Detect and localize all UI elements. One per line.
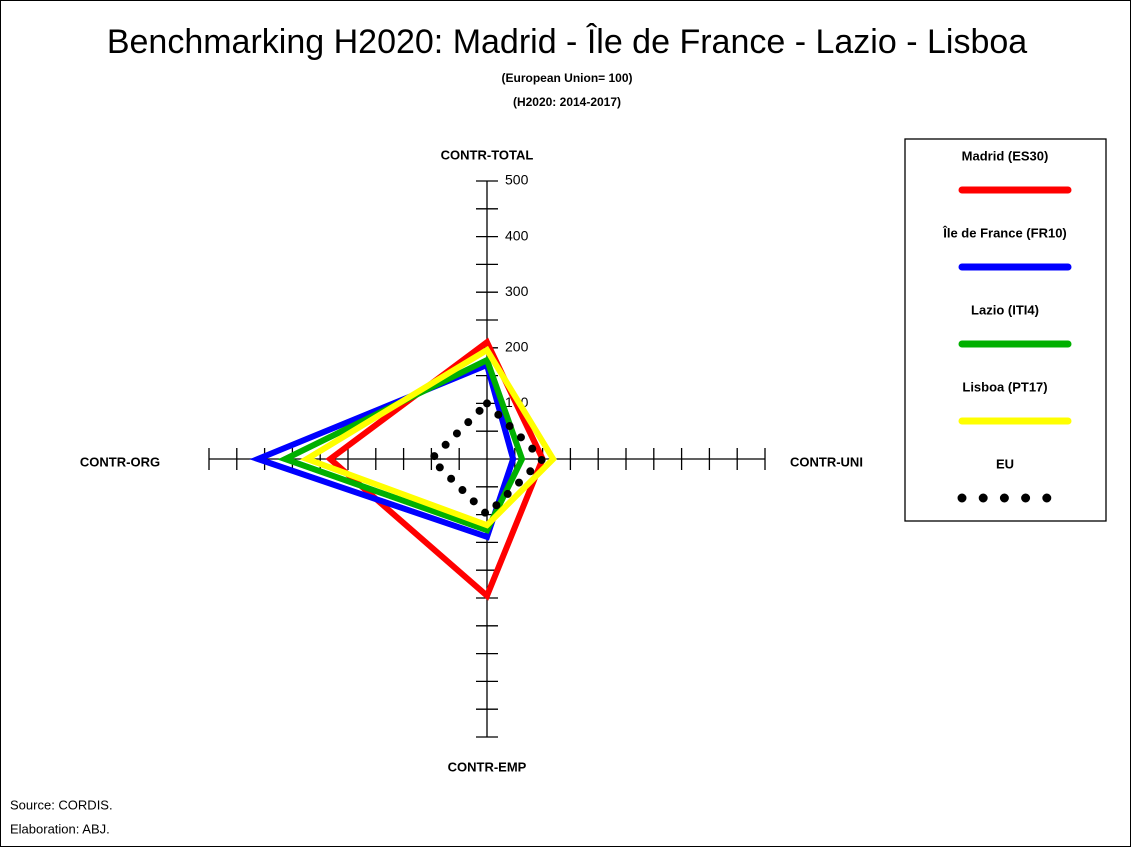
chart-title: Benchmarking H2020: Madrid - Île de Fran…	[107, 23, 1027, 61]
note: Elaboration: ABJ.	[10, 821, 110, 836]
legend-label: EU	[996, 456, 1014, 471]
legend-label: Lazio (ITI4)	[971, 302, 1039, 317]
note: Source: CORDIS.	[10, 797, 113, 812]
axis-label: CONTR-EMP	[448, 759, 527, 774]
legend-label: Île de France (FR10)	[942, 225, 1067, 240]
series-line	[249, 360, 517, 541]
axis-label: CONTR-ORG	[80, 454, 160, 469]
r-tick-label: 200	[505, 339, 529, 355]
series-line	[425, 397, 549, 521]
r-tick-label: 400	[505, 227, 529, 243]
legend-box	[904, 138, 1107, 522]
series-line	[299, 345, 557, 529]
subtitle: (European Union= 100)	[501, 71, 632, 85]
legend-label: Madrid (ES30)	[962, 148, 1049, 163]
r-tick-label: 300	[505, 283, 529, 299]
axis-label: CONTR-UNI	[790, 454, 863, 469]
series-line	[325, 337, 546, 601]
axis-label: CONTR-TOTAL	[441, 147, 534, 162]
r-tick-label: 500	[505, 172, 529, 188]
legend-label: Lisboa (PT17)	[962, 379, 1047, 394]
subtitle: (H2020: 2014-2017)	[513, 95, 621, 109]
